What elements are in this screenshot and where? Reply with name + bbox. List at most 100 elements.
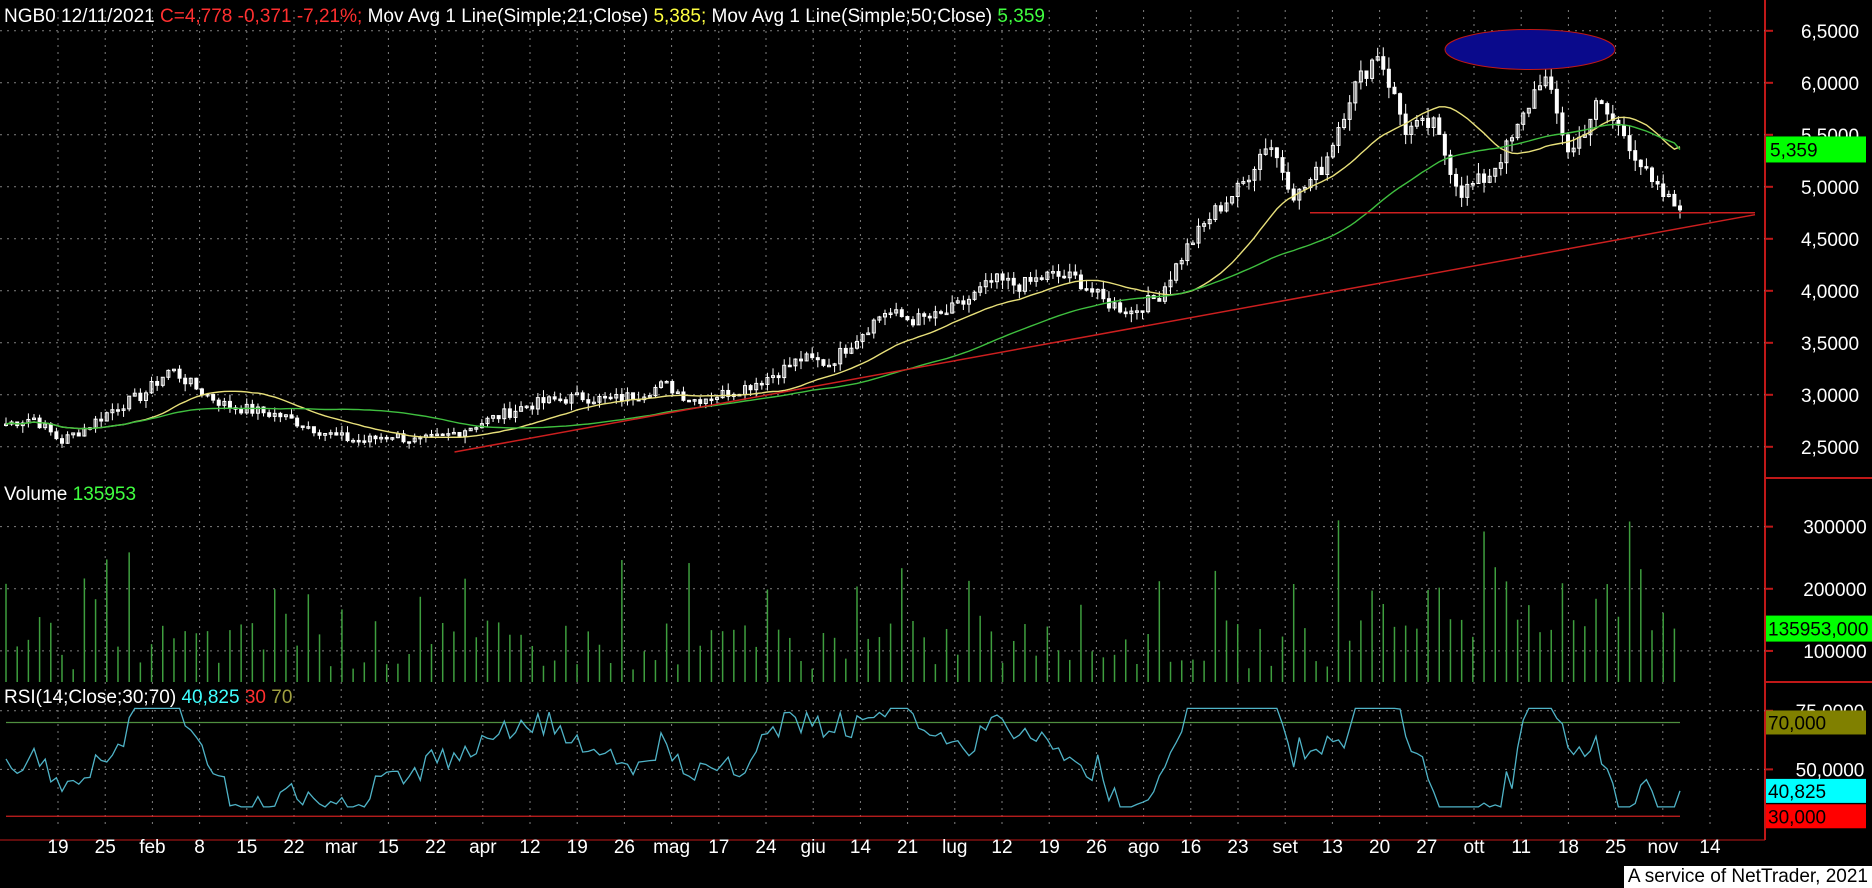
candle-body — [978, 286, 983, 293]
candle-body — [821, 359, 826, 366]
candle-body — [334, 432, 339, 436]
candle-body — [905, 316, 910, 321]
candle-body — [491, 415, 496, 419]
candle-body — [1078, 274, 1083, 290]
candle-body — [1622, 124, 1627, 137]
x-tick-label: mar — [325, 837, 358, 858]
candle-body — [910, 319, 915, 326]
x-tick-label: 11 — [1511, 837, 1531, 858]
close-value: C=4,778 — [160, 6, 233, 27]
x-tick-label: 26 — [614, 837, 635, 858]
candle-body — [748, 385, 753, 391]
candle-body — [1482, 173, 1487, 183]
candle-body — [351, 439, 356, 443]
candle-body — [659, 381, 664, 388]
candle-body — [261, 406, 266, 414]
candle-body — [1269, 147, 1274, 150]
candle-body — [1314, 166, 1319, 181]
candle-body — [535, 397, 540, 410]
candle-body — [216, 399, 221, 406]
candle-body — [171, 368, 176, 372]
candle-body — [155, 380, 160, 386]
candle-body — [1140, 310, 1145, 313]
candle-body — [1000, 273, 1005, 281]
candle-body — [754, 382, 759, 391]
rsi-low: 30 — [244, 687, 266, 708]
candle-body — [591, 401, 596, 405]
candle-body — [115, 409, 120, 412]
candle-body — [1050, 271, 1055, 274]
candle-body — [631, 392, 636, 400]
ma50-line — [5, 123, 1681, 430]
x-tick-label: 22 — [425, 837, 446, 858]
candle-body — [1549, 76, 1554, 90]
candle-body — [586, 399, 591, 404]
x-tick-label: 19 — [567, 837, 588, 858]
candle-body — [1650, 167, 1655, 183]
candle-body — [496, 415, 501, 420]
x-tick-label: 17 — [708, 837, 729, 858]
candle-body — [866, 332, 871, 336]
rsi-badge — [1766, 804, 1866, 829]
candle-body — [838, 347, 843, 365]
rsi-badge-label: 40,825 — [1768, 782, 1826, 803]
candle-body — [1084, 288, 1089, 291]
candle-body — [160, 376, 165, 386]
candle-body — [1297, 188, 1302, 201]
x-tick-label: set — [1273, 837, 1299, 858]
candle-body — [513, 410, 518, 418]
candle-body — [804, 353, 809, 362]
candle-body — [1112, 302, 1117, 309]
ma50-label: Mov Avg 1 Line(Simple;50;Close) — [711, 6, 993, 27]
y-tick-label: 200000 — [1803, 580, 1866, 601]
candle-body — [59, 438, 64, 444]
candle-body — [474, 427, 479, 430]
symbol-label: NGB0 — [4, 6, 56, 27]
candle-body — [1375, 56, 1380, 61]
candle-body — [541, 397, 546, 404]
candle-body — [1633, 150, 1638, 161]
rsi-badge-label: 30,000 — [1768, 807, 1826, 828]
candle-body — [132, 392, 137, 397]
candle-body — [771, 375, 776, 378]
candle-body — [54, 431, 59, 440]
candle-body — [1465, 183, 1470, 198]
candle-body — [328, 432, 333, 435]
candle-body — [1213, 205, 1218, 220]
candle-body — [1185, 243, 1190, 262]
candle-body — [1022, 276, 1027, 292]
candle-body — [944, 312, 949, 316]
candle-body — [1370, 59, 1375, 79]
candle-body — [1062, 275, 1067, 279]
candle-body — [927, 315, 932, 319]
x-tick-label: giu — [801, 837, 826, 858]
x-tick-label: 12 — [519, 837, 540, 858]
candle-body — [1190, 242, 1195, 246]
candle-body — [227, 400, 232, 409]
y-tick-label: 100000 — [1803, 642, 1866, 663]
x-tick-label: 18 — [1558, 837, 1579, 858]
candle-body — [1067, 271, 1072, 279]
candle-body — [278, 412, 283, 418]
candle-body — [104, 412, 109, 422]
candle-body — [412, 437, 417, 443]
candle-body — [681, 391, 686, 401]
rsi-badge-label: 70,000 — [1768, 713, 1826, 734]
y-tick-label: 5,0000 — [1801, 178, 1859, 199]
candle-body — [1381, 56, 1386, 70]
candle-body — [608, 396, 613, 400]
candle-body — [670, 380, 675, 394]
ma21-label: Mov Avg 1 Line(Simple;21;Close) — [367, 6, 649, 27]
volume-header: Volume 135953 — [4, 484, 136, 506]
x-tick-label: 27 — [1416, 837, 1437, 858]
volume-value: 135953 — [72, 484, 137, 505]
candle-body — [1179, 260, 1184, 265]
candle-body — [1056, 271, 1061, 277]
x-tick-label: apr — [469, 837, 497, 858]
candle-body — [267, 412, 272, 417]
y-tick-label: 4,5000 — [1801, 230, 1859, 251]
candle-body — [580, 392, 585, 401]
x-tick-label: 14 — [850, 837, 872, 858]
candle-body — [149, 380, 154, 394]
candle-body — [983, 280, 988, 288]
